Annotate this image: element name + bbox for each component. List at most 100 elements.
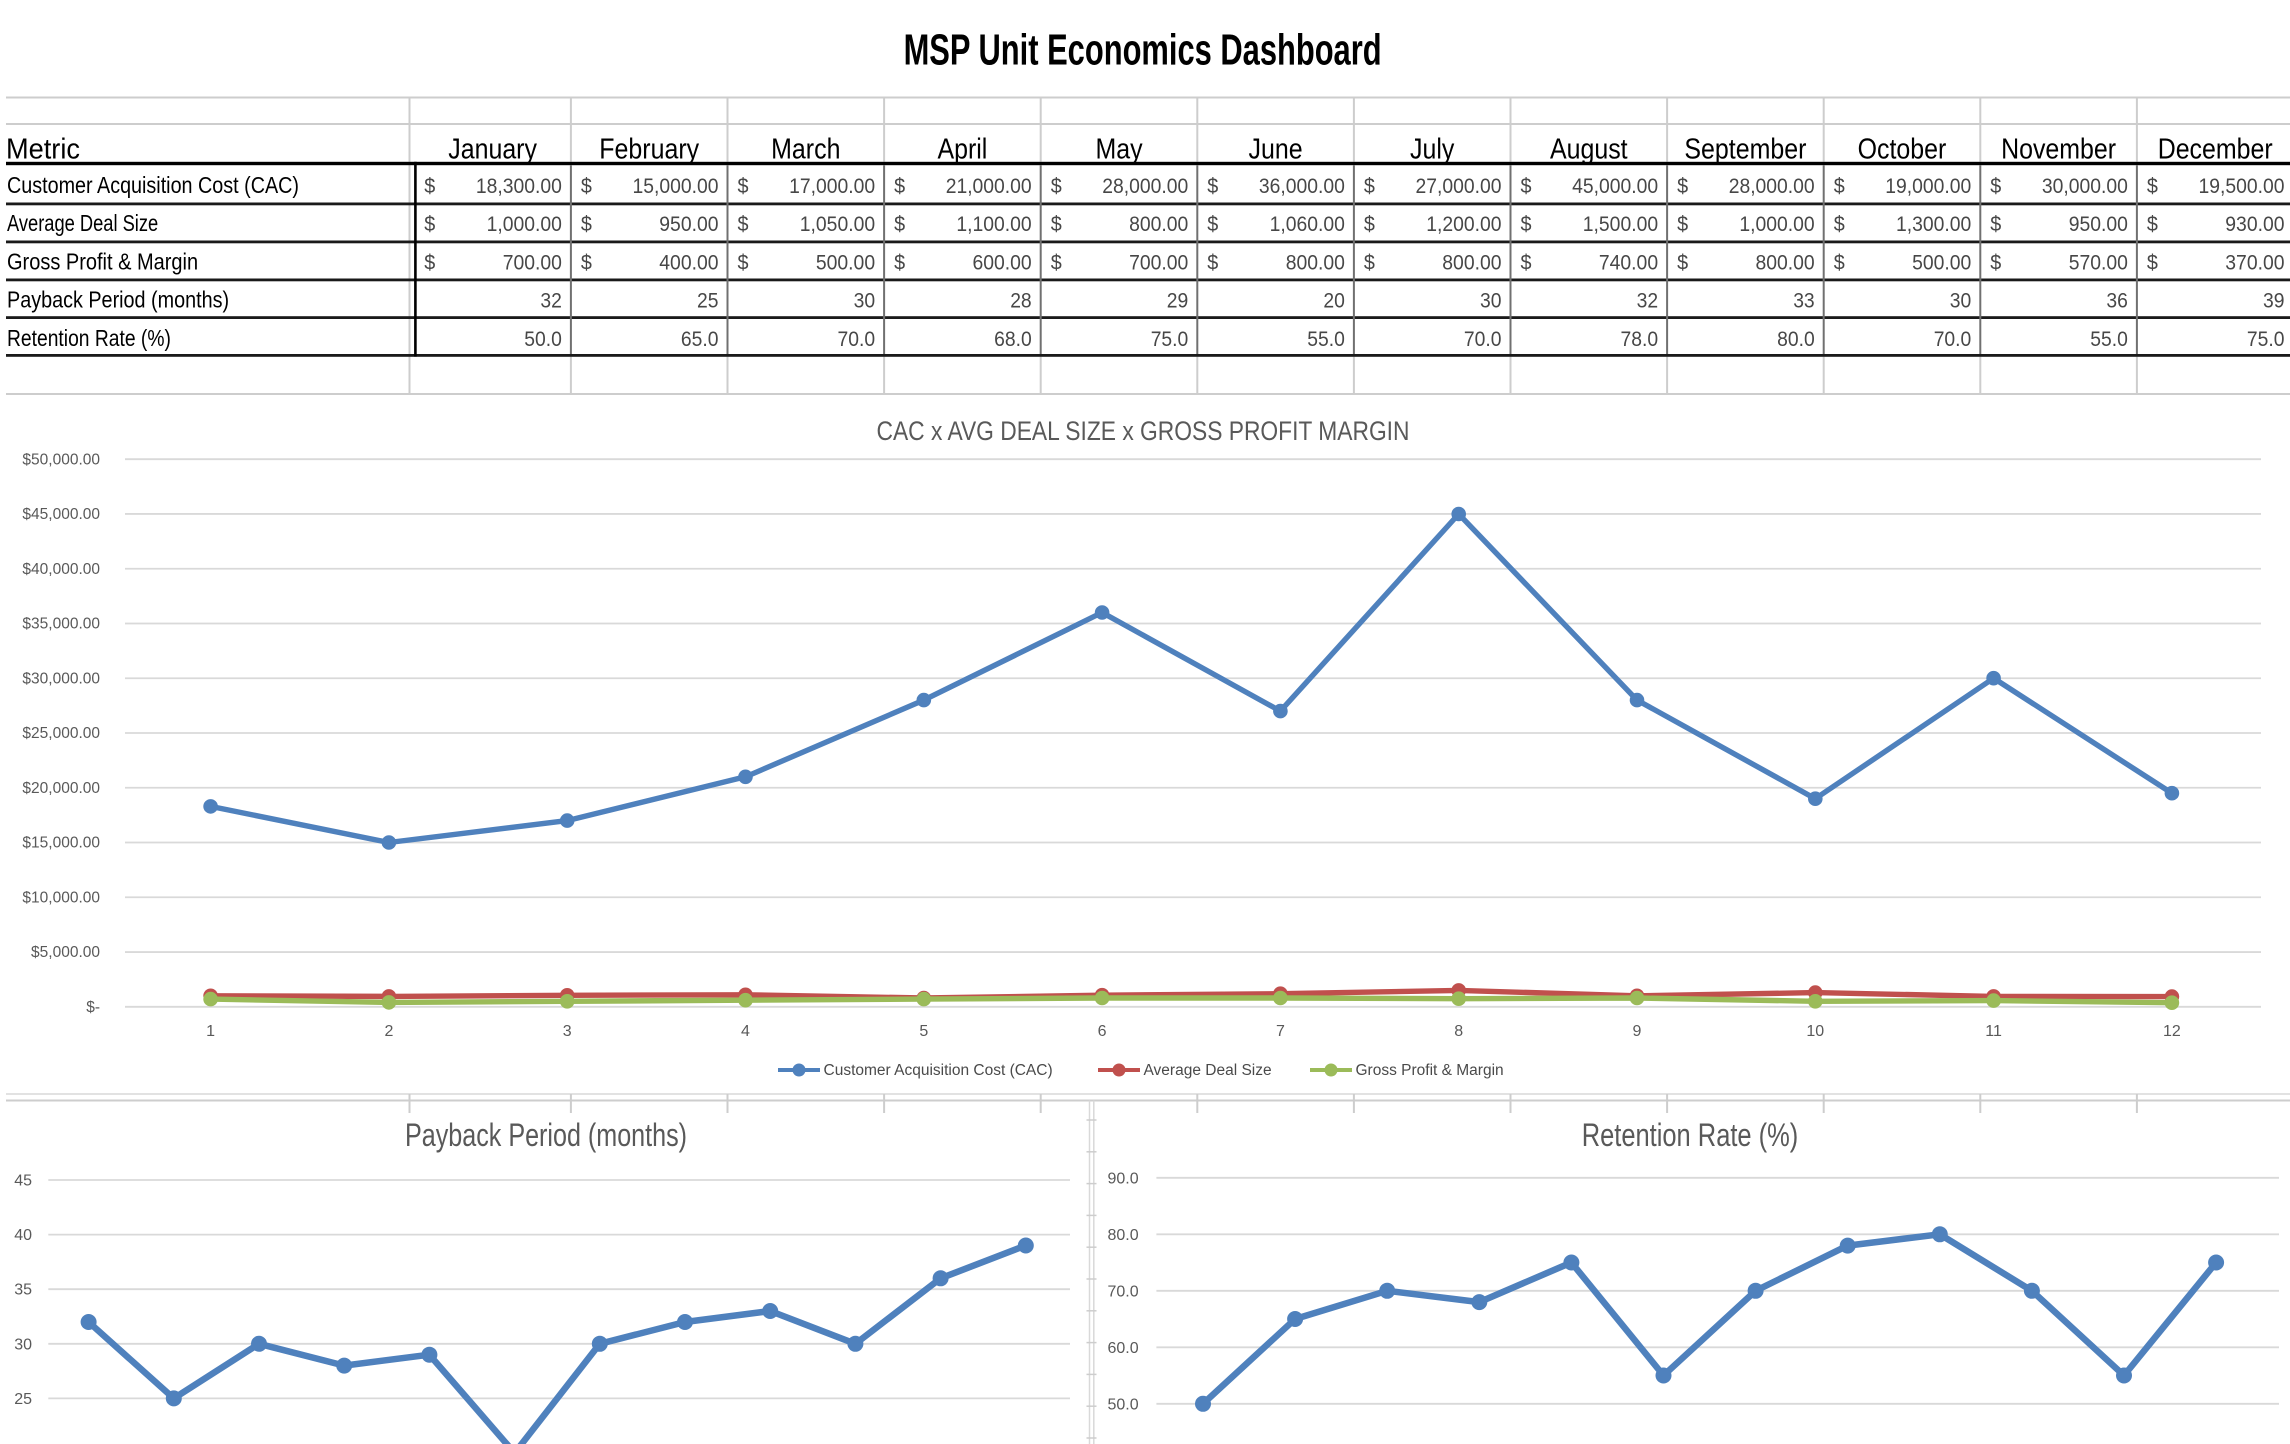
svg-text:$: $	[1051, 250, 1062, 274]
svg-text:$: $	[424, 212, 435, 236]
svg-text:55.0: 55.0	[2090, 327, 2128, 351]
svg-text:21,000.00: 21,000.00	[946, 174, 1032, 198]
svg-text:February: February	[599, 133, 699, 165]
svg-text:6: 6	[1098, 1023, 1107, 1040]
svg-text:36,000.00: 36,000.00	[1259, 174, 1345, 198]
svg-text:$25,000.00: $25,000.00	[22, 725, 100, 742]
svg-text:800.00: 800.00	[1129, 212, 1188, 236]
svg-text:1,100.00: 1,100.00	[956, 212, 1031, 236]
svg-text:800.00: 800.00	[1442, 250, 1501, 274]
svg-text:$: $	[1834, 212, 1845, 236]
svg-text:65.0: 65.0	[681, 327, 719, 351]
svg-text:Customer Acquisition Cost (CAC: Customer Acquisition Cost (CAC)	[824, 1062, 1053, 1079]
svg-text:30: 30	[1950, 289, 1972, 313]
svg-text:80.0: 80.0	[1777, 327, 1815, 351]
svg-text:80.0: 80.0	[1107, 1227, 1138, 1244]
svg-text:75.0: 75.0	[1151, 327, 1189, 351]
svg-text:28: 28	[1010, 289, 1032, 313]
svg-text:30: 30	[1480, 289, 1502, 313]
svg-text:$: $	[1677, 250, 1688, 274]
svg-text:September: September	[1684, 133, 1806, 165]
svg-text:12: 12	[2163, 1023, 2181, 1040]
svg-text:800.00: 800.00	[1286, 250, 1345, 274]
svg-text:78.0: 78.0	[1621, 327, 1659, 351]
svg-text:$: $	[1207, 174, 1218, 198]
svg-text:Customer Acquisition Cost (CAC: Customer Acquisition Cost (CAC)	[7, 172, 299, 198]
svg-text:Gross Profit & Margin: Gross Profit & Margin	[1356, 1062, 1504, 1079]
svg-text:$: $	[424, 250, 435, 274]
svg-text:7: 7	[1276, 1023, 1285, 1040]
svg-text:50.0: 50.0	[1107, 1396, 1138, 1413]
svg-text:70.0: 70.0	[1934, 327, 1972, 351]
svg-text:July: July	[1410, 133, 1455, 165]
svg-text:$20,000.00: $20,000.00	[22, 780, 100, 797]
svg-text:36: 36	[2106, 289, 2128, 313]
svg-text:$: $	[1051, 174, 1062, 198]
svg-text:70.0: 70.0	[1107, 1283, 1138, 1300]
svg-text:45: 45	[14, 1173, 32, 1190]
svg-text:500.00: 500.00	[1912, 250, 1971, 274]
svg-text:90.0: 90.0	[1107, 1170, 1138, 1187]
svg-text:39: 39	[2263, 289, 2285, 313]
svg-text:$15,000.00: $15,000.00	[22, 835, 100, 852]
svg-text:$: $	[1521, 174, 1532, 198]
svg-text:5: 5	[919, 1023, 928, 1040]
svg-text:28,000.00: 28,000.00	[1102, 174, 1188, 198]
svg-text:$30,000.00: $30,000.00	[22, 670, 100, 687]
svg-text:$: $	[1990, 212, 2001, 236]
svg-text:$: $	[581, 212, 592, 236]
svg-text:68.0: 68.0	[994, 327, 1032, 351]
svg-text:$: $	[894, 250, 905, 274]
svg-text:$: $	[1207, 212, 1218, 236]
svg-text:$: $	[894, 174, 905, 198]
svg-text:May: May	[1095, 133, 1143, 165]
svg-text:10: 10	[1806, 1023, 1824, 1040]
svg-text:Average Deal Size: Average Deal Size	[1144, 1062, 1272, 1079]
svg-text:$: $	[581, 250, 592, 274]
svg-text:950.00: 950.00	[659, 212, 718, 236]
svg-text:570.00: 570.00	[2069, 250, 2128, 274]
svg-text:800.00: 800.00	[1756, 250, 1815, 274]
svg-text:$: $	[738, 212, 749, 236]
svg-text:Retention Rate (%): Retention Rate (%)	[1582, 1117, 1799, 1153]
svg-text:$: $	[1521, 250, 1532, 274]
svg-text:March: March	[771, 133, 840, 165]
svg-text:20: 20	[1323, 289, 1345, 313]
svg-text:Gross Profit & Margin: Gross Profit & Margin	[7, 248, 198, 274]
svg-text:$35,000.00: $35,000.00	[22, 616, 100, 633]
svg-text:4: 4	[741, 1023, 750, 1040]
svg-text:500.00: 500.00	[816, 250, 875, 274]
svg-text:29: 29	[1167, 289, 1189, 313]
svg-text:35: 35	[14, 1282, 32, 1299]
svg-text:70.0: 70.0	[1464, 327, 1502, 351]
svg-text:$: $	[1990, 250, 2001, 274]
svg-text:January: January	[448, 133, 537, 165]
svg-text:70.0: 70.0	[838, 327, 876, 351]
svg-text:$: $	[1051, 212, 1062, 236]
svg-text:$: $	[1364, 174, 1375, 198]
svg-text:11: 11	[1985, 1023, 2002, 1040]
svg-text:32: 32	[1637, 289, 1659, 313]
svg-text:$: $	[1834, 250, 1845, 274]
svg-text:1,300.00: 1,300.00	[1896, 212, 1971, 236]
svg-text:$10,000.00: $10,000.00	[22, 889, 100, 906]
svg-text:June: June	[1249, 133, 1303, 165]
svg-text:19,500.00: 19,500.00	[2199, 174, 2285, 198]
svg-text:$: $	[2147, 250, 2158, 274]
svg-text:30: 30	[14, 1336, 32, 1353]
svg-text:60.0: 60.0	[1107, 1340, 1138, 1357]
svg-text:1,500.00: 1,500.00	[1583, 212, 1658, 236]
svg-text:$: $	[738, 174, 749, 198]
svg-text:$: $	[1834, 174, 1845, 198]
svg-text:32: 32	[540, 289, 562, 313]
svg-text:$: $	[2147, 174, 2158, 198]
svg-text:25: 25	[697, 289, 719, 313]
svg-text:$: $	[1364, 250, 1375, 274]
svg-text:33: 33	[1793, 289, 1815, 313]
svg-text:1: 1	[206, 1023, 215, 1040]
svg-text:600.00: 600.00	[973, 250, 1032, 274]
svg-text:$: $	[1677, 212, 1688, 236]
svg-text:27,000.00: 27,000.00	[1416, 174, 1502, 198]
svg-text:Payback Period (months): Payback Period (months)	[405, 1117, 687, 1153]
svg-text:700.00: 700.00	[503, 250, 562, 274]
